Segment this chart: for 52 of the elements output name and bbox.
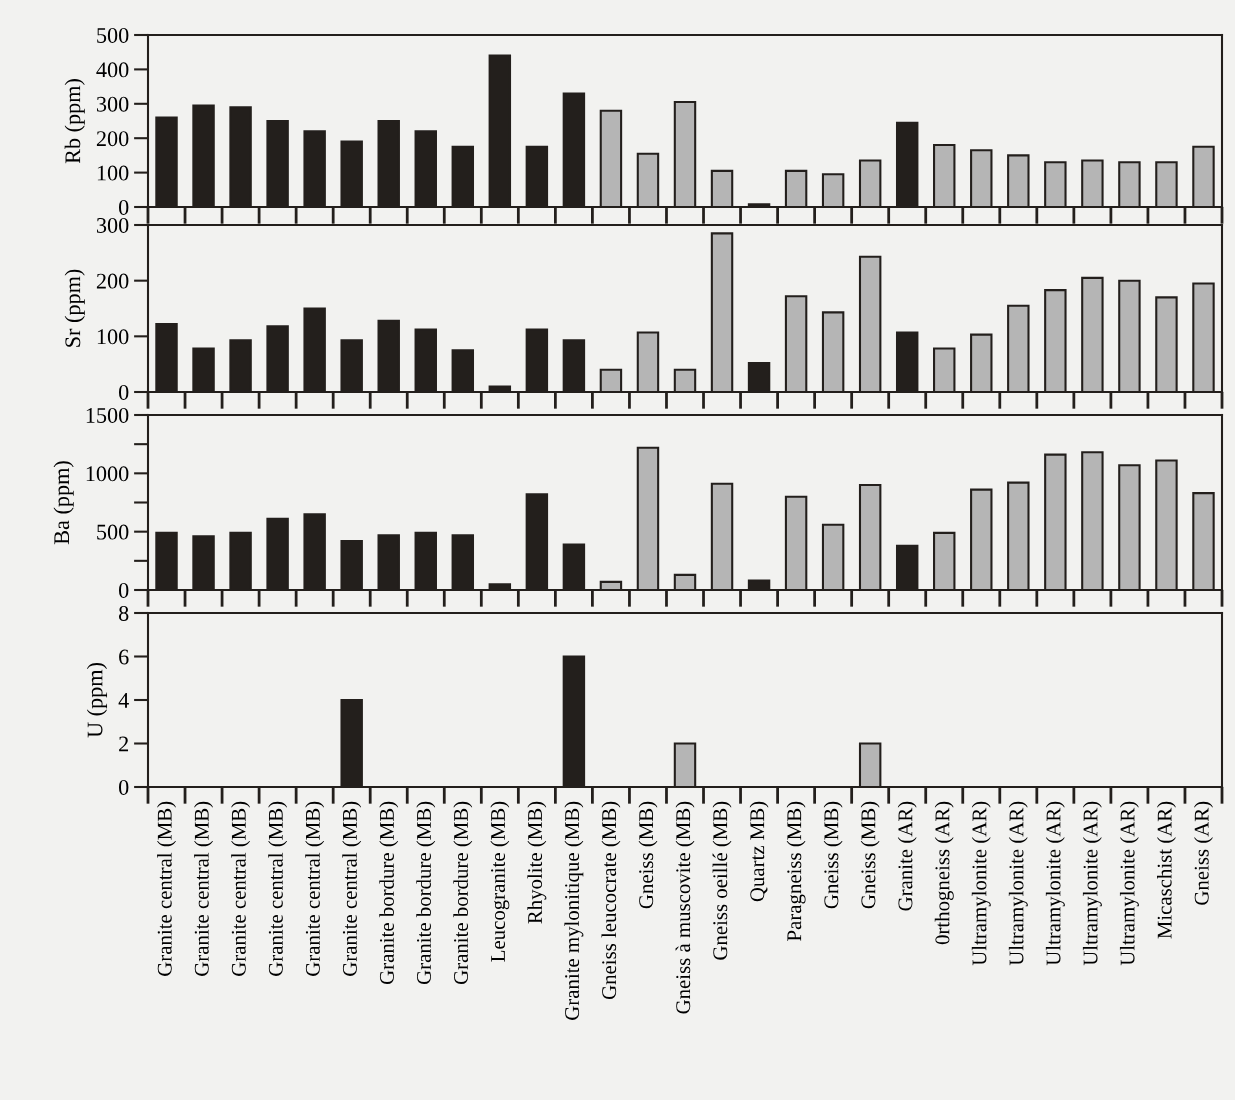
x-tick-label: Micaschist (AR) — [1157, 801, 1176, 939]
x-tick-label: Quartz MB) — [749, 801, 769, 902]
x-tick-label: Gneiss (MB) — [860, 801, 880, 909]
x-tick-label: Granite bordure (MB) — [453, 801, 473, 984]
x-tick-label: Gneiss leucocrate (MB) — [601, 801, 621, 1000]
y-tick-label: 200 — [96, 131, 129, 147]
x-tick-label: Ultramylonite (AR) — [971, 801, 991, 966]
y-tick-label: 500 — [97, 27, 129, 43]
y-axis-title: Ba (ppm) — [53, 461, 74, 545]
y-tick-label: 500 — [97, 524, 129, 540]
x-tick-label: 0rthogneiss (AR) — [934, 801, 954, 945]
y-tick-label: 6 — [119, 649, 129, 665]
y-axis-title: Rb (ppm) — [64, 79, 85, 164]
y-tick-label: 0 — [118, 199, 129, 215]
y-tick-label: 1000 — [86, 466, 129, 482]
x-tick-label: Ultramylonite (AR) — [1082, 801, 1102, 966]
x-tick-label: Ultramylonite (AR) — [1045, 801, 1065, 966]
x-tick-label: Granite mylonitique (MB) — [564, 801, 584, 1020]
y-axis-title: U (ppm) — [86, 663, 108, 738]
y-tick-label: 8 — [118, 605, 129, 621]
x-tick-label: Ultramylonite (AR) — [1119, 801, 1139, 966]
x-tick-label: Paragneiss (MB) — [786, 801, 806, 941]
y-tick-label: 1500 — [86, 407, 129, 423]
y-tick-label: 100 — [97, 329, 129, 345]
x-tick-label: Granite central (MB) — [342, 801, 362, 976]
y-tick-label: 100 — [97, 165, 129, 181]
y-tick-label: 0 — [118, 582, 129, 598]
x-tick-label: Leucogranite (MB) — [490, 801, 510, 962]
y-tick-label: 0 — [118, 779, 129, 795]
y-tick-label: 400 — [96, 62, 129, 78]
x-tick-label: Granite central (MB) — [194, 801, 213, 976]
x-tick-label: Gneiss à muscovite (MB) — [675, 801, 695, 1014]
x-tick-label: Gneiss oeillé (MB) — [712, 801, 732, 960]
x-tick-label: Gneiss (AR) — [1194, 801, 1213, 905]
x-tick-label: Granite (AR) — [897, 801, 917, 911]
y-tick-label: 0 — [118, 384, 129, 400]
y-tick-label: 4 — [118, 693, 129, 708]
y-tick-label: 300 — [96, 96, 129, 112]
x-tick-label: Granite bordure (MB) — [379, 801, 399, 984]
x-tick-label: Gneiss (MB) — [823, 801, 843, 909]
x-tick-label: Granite central (MB) — [268, 801, 288, 976]
x-tick-label: Granite central (MB) — [305, 801, 325, 976]
y-tick-label: 2 — [119, 736, 129, 752]
y-axis-title: Sr (ppm) — [64, 269, 85, 347]
x-tick-label: Granite central (MB) — [157, 801, 176, 976]
x-tick-label: Granite central (MB) — [231, 801, 251, 976]
x-tick-label: Granite bordure (MB) — [416, 801, 436, 984]
x-tick-label: Gneiss (MB) — [638, 801, 658, 909]
y-tick-label: 200 — [96, 273, 129, 289]
y-tick-label: 300 — [96, 217, 129, 233]
x-tick-label: Ultramylonite (AR) — [1008, 801, 1028, 966]
x-tick-label: Rhyolite (MB) — [527, 801, 547, 924]
